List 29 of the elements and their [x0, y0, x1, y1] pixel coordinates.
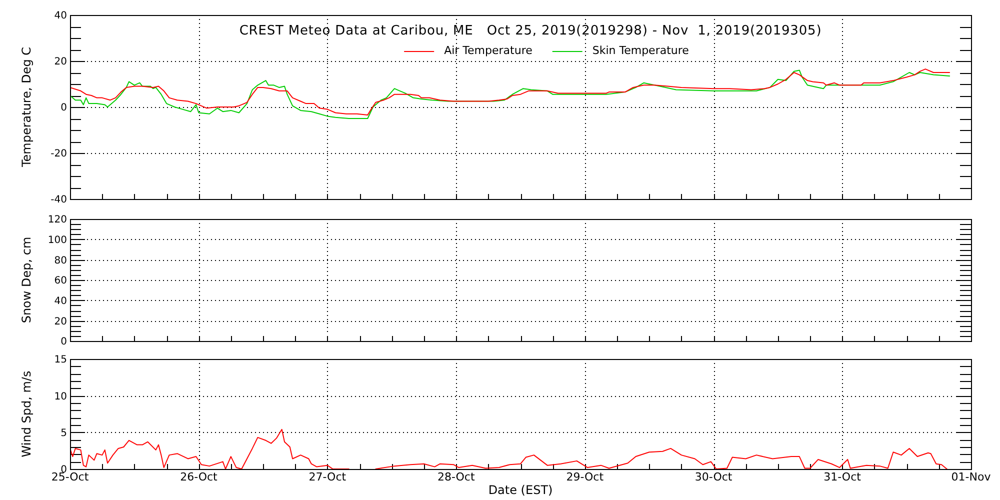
x-tick-label: 27-Oct: [308, 470, 347, 484]
y-tick-label: 40: [54, 10, 67, 22]
y-tick-label: 120: [48, 214, 67, 226]
y-tick-label: 40: [54, 296, 67, 307]
y-tick-label: 80: [54, 255, 67, 266]
text: CREST Meteo Data at Caribou, ME Oct 25, 2019(2019298) - Nov 1, 2019(2019305): [239, 23, 822, 38]
y-tick-label: 20: [54, 316, 67, 328]
y-tick-label: 0: [60, 102, 67, 114]
x-tick-label: 31-Oct: [824, 470, 862, 484]
x-tick-label: 29-Oct: [566, 470, 604, 484]
y-tick-label: 5: [60, 428, 67, 439]
y-axis-title: Wind Spd, m/s: [19, 370, 34, 458]
x-tick-label: 30-Oct: [694, 470, 733, 484]
x-tick-label: 01-Nov: [951, 470, 992, 484]
x-axis-title: Date (EST): [488, 482, 553, 497]
x-tick-label: 26-Oct: [180, 470, 218, 484]
y-tick-label: 10: [54, 391, 67, 402]
x-tick-label: 28-Oct: [437, 470, 476, 484]
y-tick-label: -20: [50, 148, 67, 160]
y-tick-label: 60: [54, 276, 67, 287]
legend-label: Air Temperature: [444, 44, 533, 57]
y-tick-label: 15: [54, 354, 67, 366]
y-tick-label: 0: [60, 336, 67, 348]
y-tick-label: -40: [50, 194, 67, 206]
y-tick-label: 20: [54, 56, 67, 68]
legend-label: Skin Temperature: [592, 44, 690, 57]
y-axis-title: Temperature, Deg C: [19, 46, 34, 168]
y-axis-title: Snow Dep, cm: [19, 236, 34, 324]
y-tick-label: 100: [48, 234, 67, 246]
